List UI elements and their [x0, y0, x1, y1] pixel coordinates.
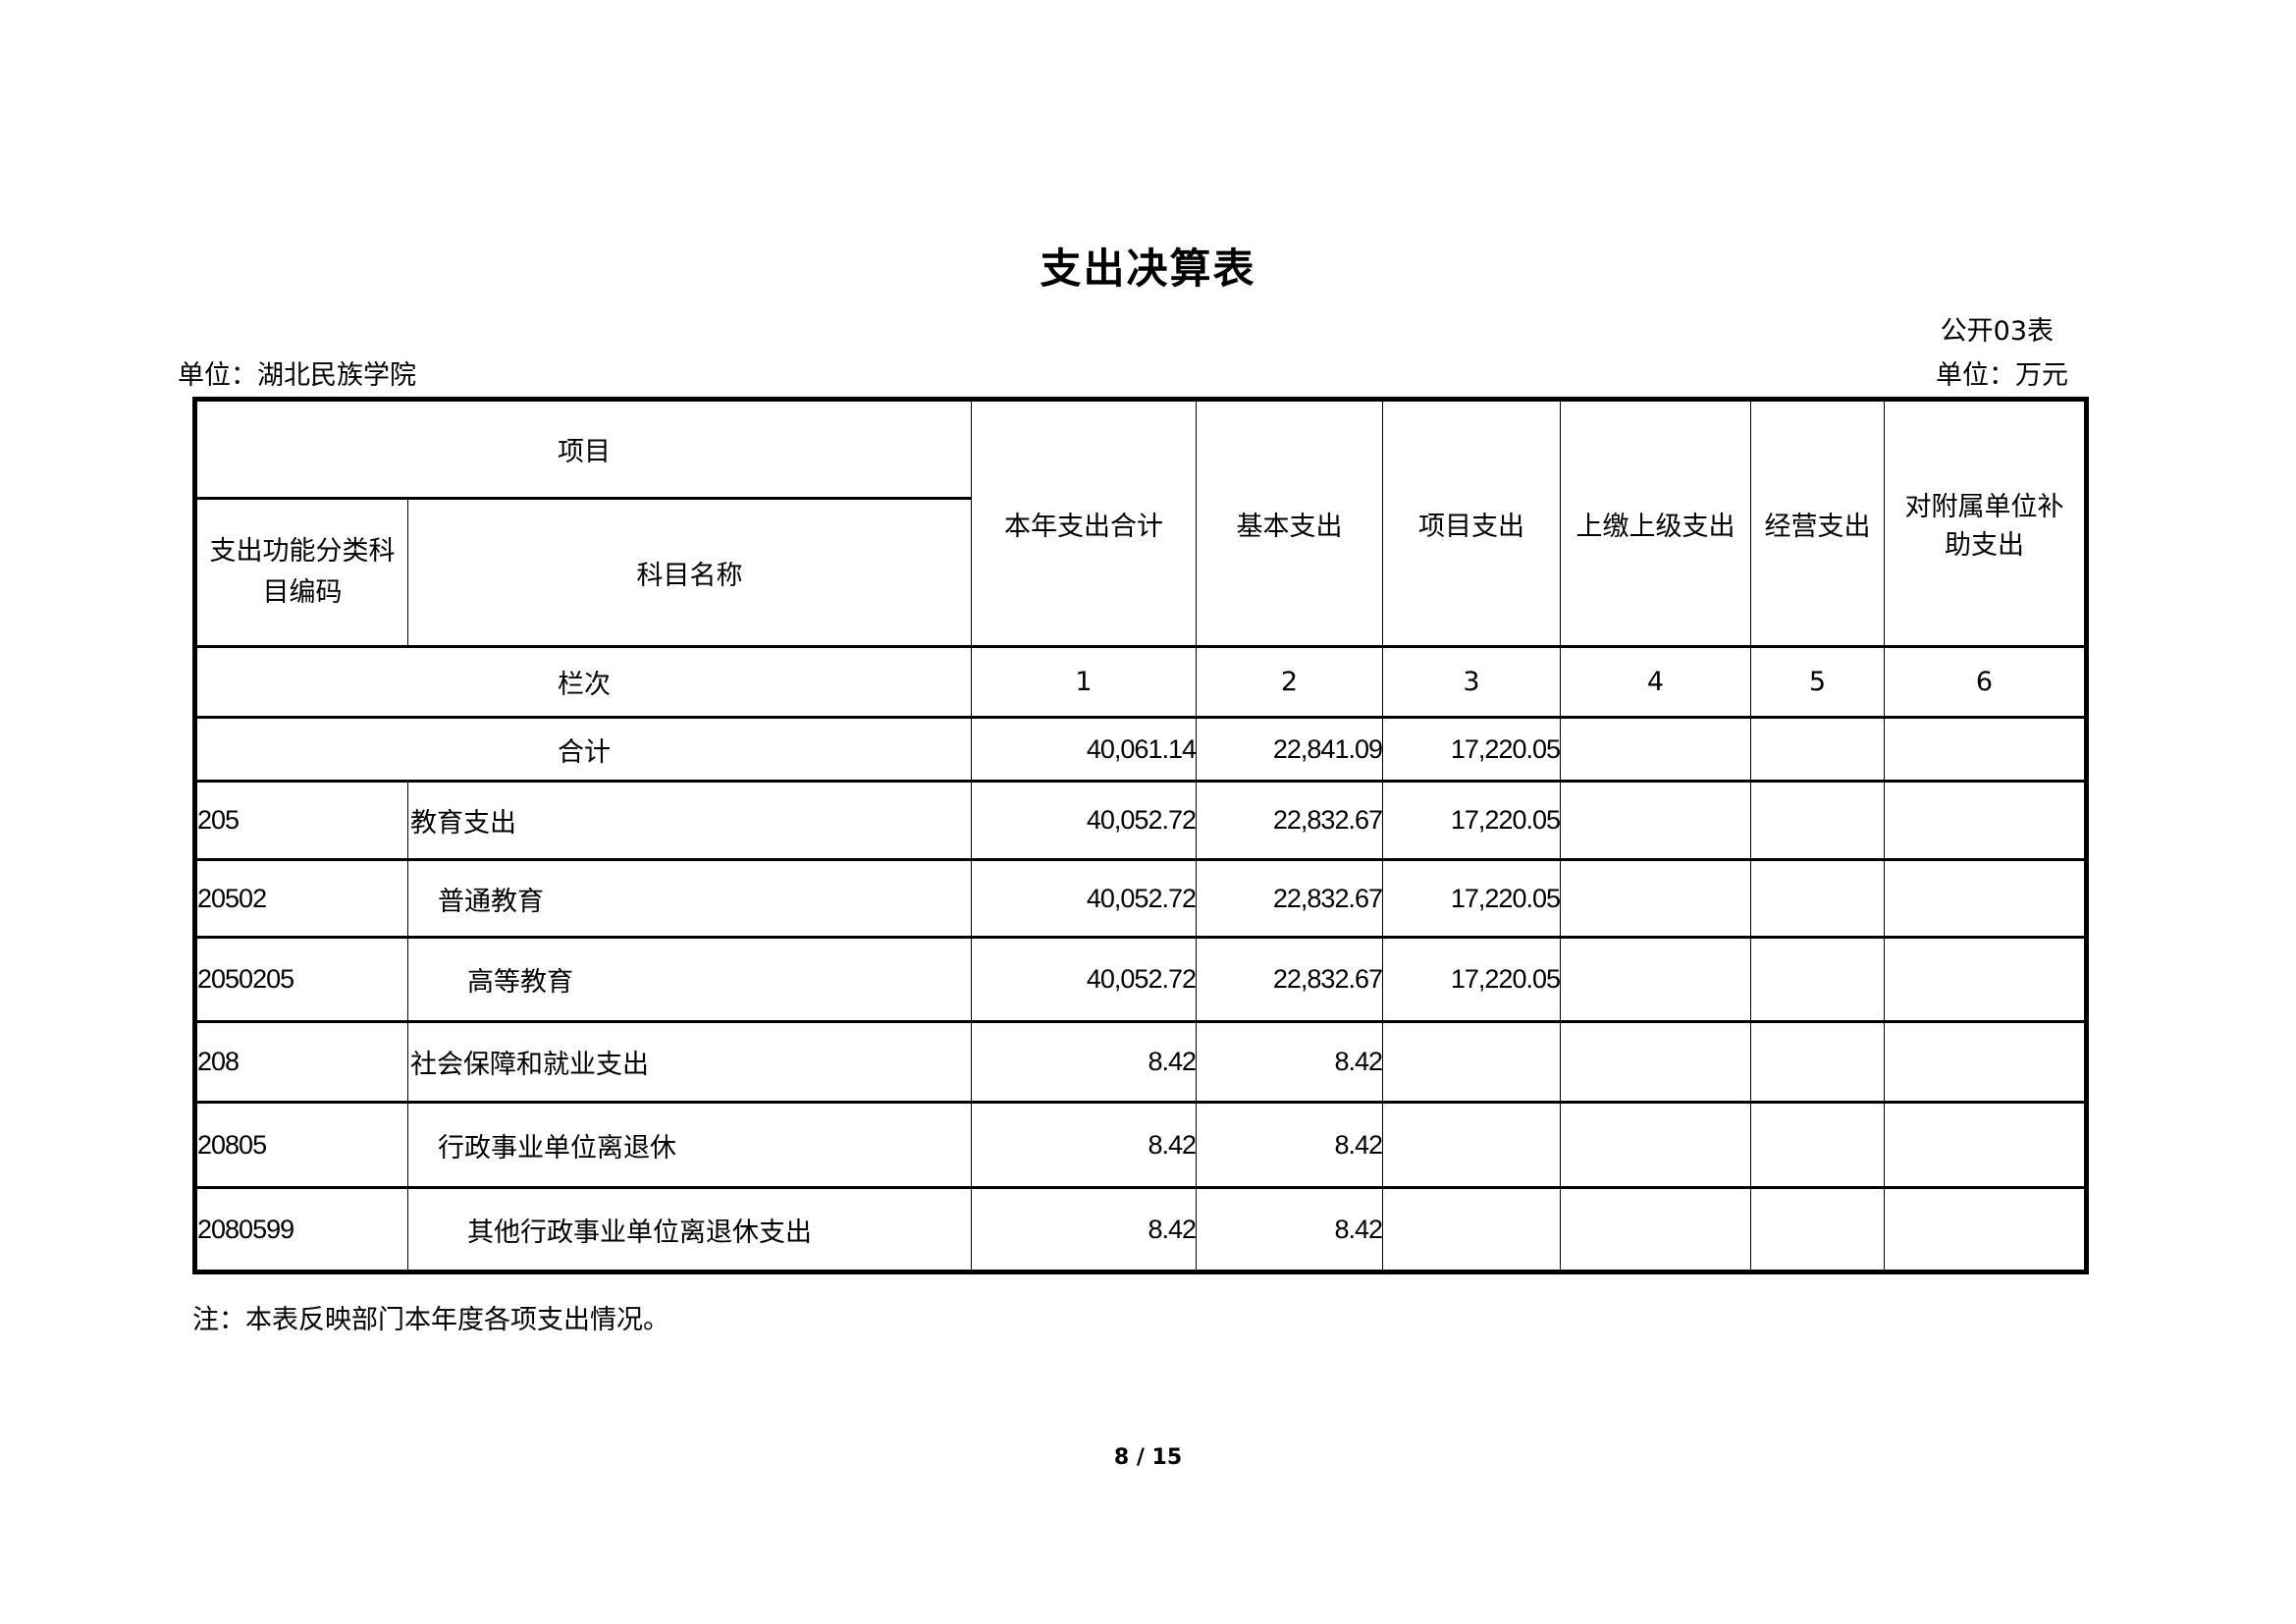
row-value	[1884, 780, 2087, 861]
table-row: 2080599 其他行政事业单位离退休支出 8.42 8.42	[194, 1186, 2087, 1273]
table-row: 2050205 高等教育 40,052.72 22,832.67 17,220.05	[194, 936, 2087, 1023]
row-name: 行政事业单位离退休	[407, 1101, 972, 1189]
total-row: 合计 40,061.14 22,841.09 17,220.05	[194, 716, 2087, 783]
row-value: 22,832.67	[1196, 780, 1383, 861]
row-value	[1560, 1020, 1751, 1104]
row-code: 20805	[194, 1101, 408, 1189]
row-value	[1382, 1186, 1561, 1273]
unit-organization: 单位：湖北民族学院	[178, 360, 416, 391]
row-value	[1560, 858, 1751, 939]
row-code: 2080599	[194, 1186, 408, 1273]
row-label: 栏次	[194, 645, 972, 719]
row-value: 22,832.67	[1196, 858, 1383, 939]
footnote: 注：本表反映部门本年度各项支出情况。	[192, 1305, 669, 1335]
row-value: 8.42	[1196, 1101, 1383, 1189]
row-code: 2050205	[194, 936, 408, 1023]
row-value	[1884, 858, 2087, 939]
table-row: 208 社会保障和就业支出 8.42 8.42	[194, 1020, 2087, 1104]
column-number-row: 栏次 1 2 3 4 5 6	[194, 645, 2087, 719]
col-number: 4	[1560, 645, 1751, 719]
row-code: 205	[194, 780, 408, 861]
row-value	[1750, 780, 1885, 861]
total-value	[1560, 716, 1751, 783]
header-col-2: 基本支出	[1196, 398, 1383, 648]
row-value	[1884, 1186, 2087, 1273]
row-value: 40,052.72	[971, 780, 1197, 861]
row-value: 8.42	[971, 1186, 1197, 1273]
total-value	[1750, 716, 1885, 783]
row-value	[1884, 1020, 2087, 1104]
row-value: 40,052.72	[971, 936, 1197, 1023]
page-title: 支出决算表	[1040, 244, 1256, 293]
row-value: 8.42	[971, 1101, 1197, 1189]
row-value: 22,832.67	[1196, 936, 1383, 1023]
col-number: 5	[1750, 645, 1885, 719]
header-col-4: 上缴上级支出	[1560, 398, 1751, 648]
row-value	[1560, 936, 1751, 1023]
row-value	[1382, 1101, 1561, 1189]
row-value	[1382, 1020, 1561, 1104]
unit-currency: 单位：万元	[1936, 360, 2068, 391]
row-value: 8.42	[1196, 1186, 1383, 1273]
row-value: 8.42	[971, 1020, 1197, 1104]
col-number: 2	[1196, 645, 1383, 719]
row-value	[1750, 858, 1885, 939]
row-value: 17,220.05	[1382, 780, 1561, 861]
header-code: 支出功能分类科目编码	[194, 497, 408, 648]
total-value	[1884, 716, 2087, 783]
total-label: 合计	[194, 716, 972, 783]
col-number: 3	[1382, 645, 1561, 719]
row-value	[1750, 1186, 1885, 1273]
row-value: 8.42	[1196, 1020, 1383, 1104]
row-value	[1560, 1186, 1751, 1273]
total-value: 40,061.14	[971, 716, 1197, 783]
form-number: 公开03表	[1940, 316, 2054, 347]
row-name: 高等教育	[407, 936, 972, 1023]
row-value	[1750, 1020, 1885, 1104]
row-value	[1750, 1101, 1885, 1189]
col-number: 1	[971, 645, 1197, 719]
row-value: 17,220.05	[1382, 936, 1561, 1023]
row-name: 教育支出	[407, 780, 972, 861]
row-value	[1884, 936, 2087, 1023]
header-col-3: 项目支出	[1382, 398, 1561, 648]
row-code: 208	[194, 1020, 408, 1104]
page-number: 8 / 15	[1113, 1445, 1183, 1470]
row-name: 普通教育	[407, 858, 972, 939]
total-value: 17,220.05	[1382, 716, 1561, 783]
row-name: 社会保障和就业支出	[407, 1020, 972, 1104]
row-name: 其他行政事业单位离退休支出	[407, 1186, 972, 1273]
row-value: 40,052.72	[971, 858, 1197, 939]
header-item: 项目	[194, 398, 972, 500]
header-col-5: 经营支出	[1750, 398, 1885, 648]
total-value: 22,841.09	[1196, 716, 1383, 783]
header-col-6: 对附属单位补助支出	[1884, 398, 2087, 648]
col-number: 6	[1884, 645, 2087, 719]
table-row: 205 教育支出 40,052.72 22,832.67 17,220.05	[194, 780, 2087, 861]
header-name: 科目名称	[407, 497, 972, 648]
header-col-1: 本年支出合计	[971, 398, 1197, 648]
row-value	[1560, 1101, 1751, 1189]
row-value: 17,220.05	[1382, 858, 1561, 939]
expenditure-table: 项目 本年支出合计 基本支出 项目支出 上缴上级支出 经营支出 对附属单位补助支…	[192, 397, 2089, 1274]
table-row: 20502 普通教育 40,052.72 22,832.67 17,220.05	[194, 858, 2087, 939]
table-row: 20805 行政事业单位离退休 8.42 8.42	[194, 1101, 2087, 1189]
row-value	[1560, 780, 1751, 861]
row-code: 20502	[194, 858, 408, 939]
row-value	[1884, 1101, 2087, 1189]
row-value	[1750, 936, 1885, 1023]
